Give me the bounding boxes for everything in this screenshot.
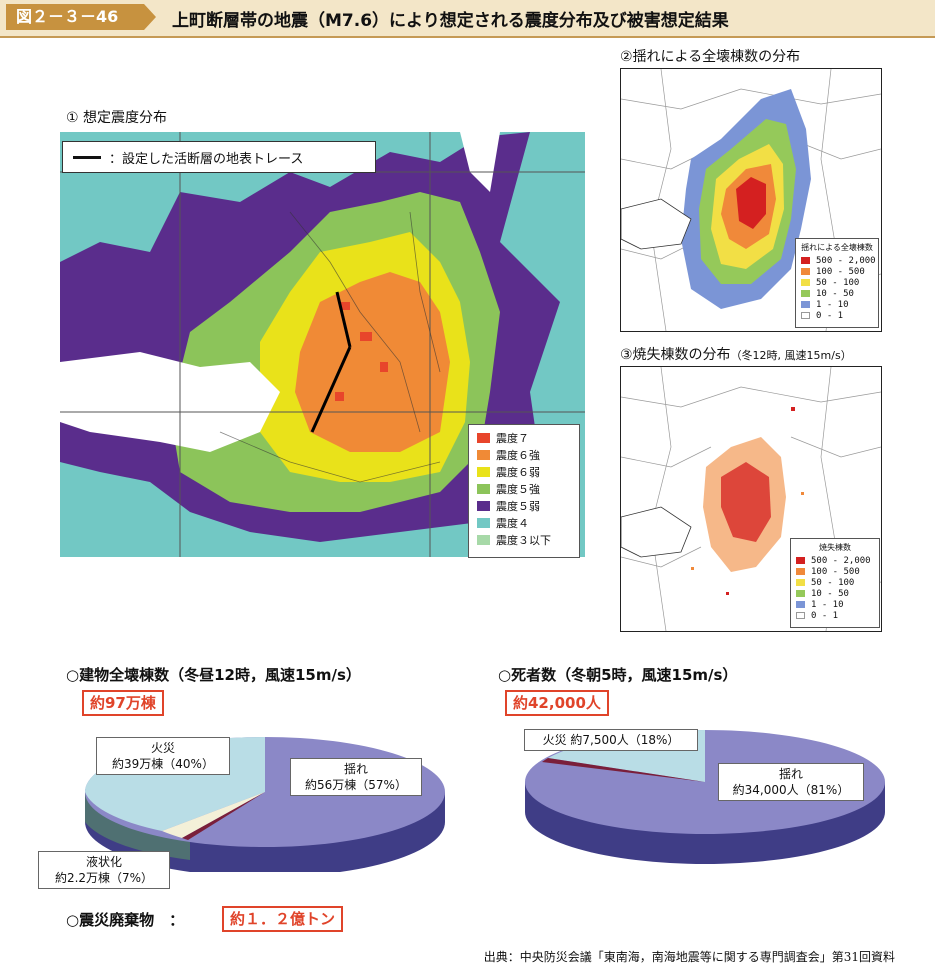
legend-swatch: [477, 483, 490, 494]
legend-row: 10 - 50: [796, 288, 878, 299]
burnout-distribution-map: [620, 366, 882, 632]
legend-row: 100 - 500: [791, 566, 879, 577]
legend-row: 震度６弱: [469, 463, 579, 480]
legend-row: 100 - 500: [796, 266, 878, 277]
fault-trace-label: ：設定した活断層の地表トレース: [109, 151, 304, 167]
legend-swatch: [801, 268, 810, 275]
buildings-shaking-label: 揺れ 約56万棟（57%）: [290, 758, 422, 796]
legend-row: 500 - 2,000: [791, 555, 879, 566]
collapse-legend: 揺れによる全壊棟数 500 - 2,000 100 - 500 50 - 100…: [795, 238, 879, 328]
legend-swatch: [801, 257, 810, 264]
deaths-fire-label: 火災 約7,500人（18%）: [524, 729, 698, 751]
legend-swatch: [477, 449, 490, 460]
burnout-legend: 焼失棟数 500 - 2,000 100 - 500 50 - 100 10 -…: [790, 538, 880, 628]
legend-swatch: [796, 579, 805, 586]
legend-swatch: [477, 534, 490, 545]
deaths-pie: [520, 722, 890, 867]
legend-row: 10 - 50: [791, 588, 879, 599]
figure-number: 図２－３－46: [6, 4, 156, 30]
figure-title: 上町断層帯の地震（M7.6）により想定される震度分布及び被害想定結果: [172, 11, 729, 31]
legend-row: 500 - 2,000: [796, 255, 878, 266]
legend-swatch: [801, 279, 810, 286]
buildings-liquefaction-label: 液状化 約2.2万棟（7%）: [38, 851, 170, 889]
figure-header: 図２－３－46 上町断層帯の地震（M7.6）により想定される震度分布及び被害想定…: [0, 0, 935, 38]
map3-label: ③焼失棟数の分布（冬12時, 風速15m/s）: [620, 347, 852, 363]
collapse-legend-title: 揺れによる全壊棟数: [801, 243, 873, 252]
legend-swatch: [796, 612, 805, 619]
buildings-title: ○建物全壊棟数（冬昼12時，風速15m/s）: [66, 666, 361, 684]
legend-swatch: [477, 466, 490, 477]
legend-row: 0 - 1: [796, 310, 878, 321]
legend-row: 0 - 1: [791, 610, 879, 621]
debris-title: ○震災廃棄物 ：: [66, 911, 185, 929]
deaths-title: ○死者数（冬朝5時，風速15m/s）: [498, 666, 738, 684]
legend-swatch: [801, 290, 810, 297]
source-citation: 出典：中央防災会議「東南海，南海地震等に関する専門調査会」第31回資料: [483, 950, 895, 964]
legend-row: 震度５強: [469, 480, 579, 497]
legend-swatch: [796, 590, 805, 597]
legend-row: 震度５弱: [469, 497, 579, 514]
debris-total-badge: 約１．２億トン: [222, 906, 344, 932]
intensity-legend: 震度７ 震度６強 震度６弱 震度５強 震度５弱 震度４ 震度３以下: [468, 424, 580, 558]
seismic-intensity-map: [60, 132, 585, 557]
legend-swatch: [477, 517, 490, 528]
legend-swatch: [796, 568, 805, 575]
legend-row: 50 - 100: [796, 277, 878, 288]
fault-trace-legend: ：設定した活断層の地表トレース: [62, 141, 376, 173]
legend-row: 50 - 100: [791, 577, 879, 588]
map1-label: ① 想定震度分布: [66, 110, 168, 126]
deaths-shaking-label: 揺れ 約34,000人（81%）: [718, 763, 864, 801]
map2-label: ②揺れによる全壊棟数の分布: [620, 49, 801, 65]
legend-swatch: [477, 500, 490, 511]
legend-row: 震度３以下: [469, 531, 579, 548]
burnout-legend-title: 焼失棟数: [819, 543, 851, 552]
legend-swatch: [477, 432, 490, 443]
deaths-total-badge: 約42,000人: [505, 690, 609, 716]
legend-swatch: [801, 301, 810, 308]
legend-swatch: [801, 312, 810, 319]
legend-swatch: [796, 601, 805, 608]
legend-swatch: [796, 557, 805, 564]
buildings-total-badge: 約97万棟: [82, 690, 164, 716]
fault-line-icon: [73, 155, 101, 159]
legend-row: 震度７: [469, 429, 579, 446]
buildings-fire-label: 火災 約39万棟（40%）: [96, 737, 230, 775]
legend-row: 1 - 10: [796, 299, 878, 310]
legend-row: 震度６強: [469, 446, 579, 463]
legend-row: 1 - 10: [791, 599, 879, 610]
legend-row: 震度４: [469, 514, 579, 531]
